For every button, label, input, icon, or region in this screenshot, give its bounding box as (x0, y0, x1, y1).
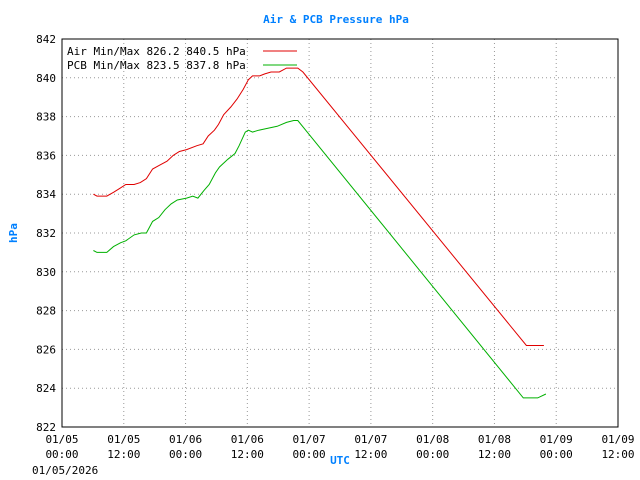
y-tick-label: 828 (36, 305, 56, 318)
date-label: 01/05/2026 (32, 464, 98, 477)
x-tick-label-date: 01/06 (231, 433, 264, 446)
x-tick-label-time: 00:00 (293, 448, 326, 461)
grid (62, 39, 618, 427)
x-tick-label-time: 12:00 (107, 448, 140, 461)
y-tick-label: 836 (36, 149, 56, 162)
x-tick-label-date: 01/08 (416, 433, 449, 446)
x-tick-label-date: 01/06 (169, 433, 202, 446)
x-tick-label-time: 00:00 (416, 448, 449, 461)
x-tick-label-time: 12:00 (231, 448, 264, 461)
y-tick-label: 830 (36, 266, 56, 279)
y-tick-label: 838 (36, 111, 56, 124)
y-tick-label: 842 (36, 33, 56, 46)
series-line-air (93, 67, 544, 346)
x-tick-label-time: 00:00 (169, 448, 202, 461)
x-tick-label-date: 01/09 (540, 433, 573, 446)
series-line-pcb (93, 120, 547, 399)
x-tick-label-date: 01/07 (354, 433, 387, 446)
legend-label-air: Air Min/Max 826.2 840.5 hPa (67, 45, 246, 58)
x-tick-label-date: 01/05 (45, 433, 78, 446)
x-axis-label: UTC (330, 454, 350, 467)
x-tick-label-time: 00:00 (45, 448, 78, 461)
x-tick-label-date: 01/07 (293, 433, 326, 446)
y-tick-label: 834 (36, 188, 56, 201)
chart-title: Air & PCB Pressure hPa (263, 13, 409, 26)
y-tick-label: 840 (36, 72, 56, 85)
y-tick-label: 822 (36, 421, 56, 434)
legend-label-pcb: PCB Min/Max 823.5 837.8 hPa (67, 59, 246, 72)
y-tick-labels: 822 824 826 828 830 832 834 836 838 840 842 (36, 33, 56, 434)
plot-frame (61, 38, 619, 428)
x-tick-label-time: 12:00 (354, 448, 387, 461)
y-tick-label: 824 (36, 382, 56, 395)
x-tick-label-time: 12:00 (601, 448, 634, 461)
x-tick-label-date: 01/08 (478, 433, 511, 446)
x-tick-label-time: 00:00 (540, 448, 573, 461)
plot-series (93, 67, 547, 399)
x-tick-label-date: 01/05 (107, 433, 140, 446)
x-tick-labels: 01/05 00:00 01/05 12:00 01/06 00:00 01/06 12:00… (45, 433, 634, 461)
y-tick-label: 832 (36, 227, 56, 240)
y-tick-label: 826 (36, 343, 56, 356)
x-tick-label-date: 01/09 (601, 433, 634, 446)
x-tick-label-time: 12:00 (478, 448, 511, 461)
y-axis-label: hPa (7, 223, 20, 243)
